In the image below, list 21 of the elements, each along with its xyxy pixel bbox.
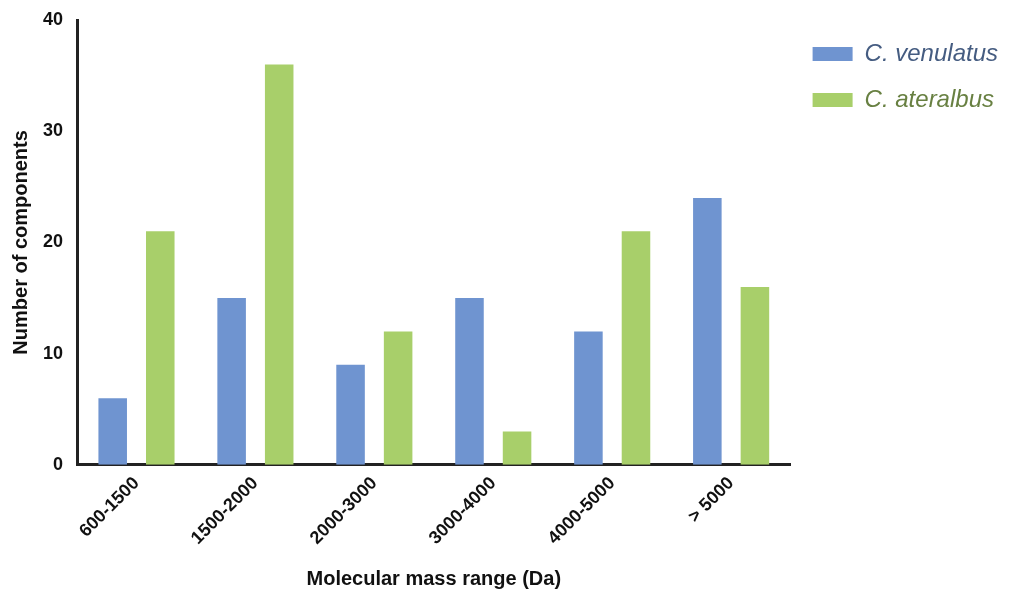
legend-label: C. ateralbus [864,84,994,112]
bar [217,298,246,465]
y-tick-label: 0 [53,453,64,474]
bar [336,364,365,465]
y-axis-title: Number of components [8,130,31,355]
y-tick-label: 20 [42,231,64,252]
bar [502,431,532,465]
bar [146,231,175,465]
y-tick-label: 10 [42,342,64,363]
bar [383,331,413,465]
bar [621,231,651,465]
x-axis-title: Molecular mass range (Da) [306,566,562,589]
bar [98,398,127,465]
bar [455,298,484,465]
y-tick-label: 40 [42,8,64,29]
bar [264,64,294,465]
bar [693,197,722,465]
y-tick-label: 30 [42,120,64,141]
legend-label: C. venulatus [864,38,998,66]
bar [574,331,603,465]
bar [740,286,770,465]
